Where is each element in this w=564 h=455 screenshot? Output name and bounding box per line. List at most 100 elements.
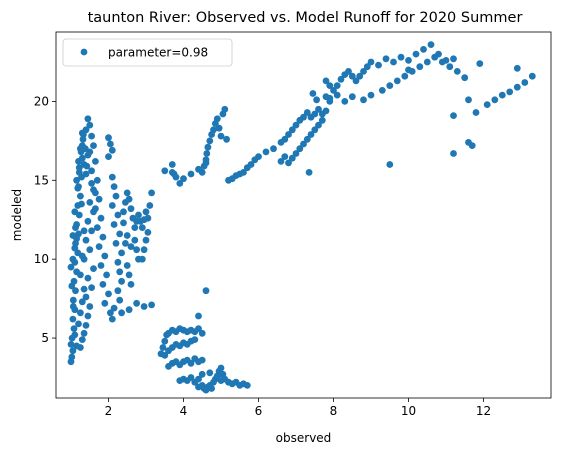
data-point <box>472 109 480 116</box>
data-point <box>73 342 80 350</box>
data-point <box>360 68 367 75</box>
data-point <box>93 176 101 184</box>
x-tick-label: 8 <box>330 404 338 418</box>
data-point <box>99 233 107 241</box>
data-point <box>348 93 356 101</box>
data-point <box>375 61 382 69</box>
data-point <box>303 109 311 116</box>
data-point <box>69 303 77 310</box>
x-axis-label: observed <box>276 431 332 445</box>
data-point <box>77 309 84 317</box>
data-point <box>103 271 110 279</box>
x-tick-label: 4 <box>180 404 188 418</box>
data-point <box>215 124 223 132</box>
data-point <box>255 153 262 161</box>
data-point <box>69 347 77 355</box>
x-axis-ticks: 2 4 6 8 10 12 <box>105 398 491 418</box>
data-point <box>114 287 122 295</box>
data-point <box>431 53 439 61</box>
data-point <box>348 72 356 80</box>
data-point <box>345 68 352 75</box>
data-point <box>461 74 469 82</box>
data-point <box>161 167 169 175</box>
data-point <box>82 236 90 244</box>
data-point <box>123 262 131 269</box>
data-point <box>367 58 375 66</box>
data-point <box>198 329 206 337</box>
data-point <box>382 55 390 63</box>
data-point <box>127 243 135 251</box>
data-point <box>326 82 334 89</box>
data-point <box>72 287 79 295</box>
data-point <box>450 150 457 157</box>
data-point <box>80 285 88 293</box>
data-point <box>116 268 124 276</box>
data-point <box>114 258 122 266</box>
data-point <box>281 135 289 143</box>
data-point <box>341 98 349 105</box>
data-point <box>198 356 206 364</box>
data-point <box>92 189 99 197</box>
data-point <box>74 184 82 192</box>
data-point <box>88 167 95 175</box>
data-point <box>367 91 375 99</box>
data-point <box>84 115 92 123</box>
data-point <box>397 53 405 61</box>
data-point <box>84 151 92 159</box>
data-point <box>315 121 322 129</box>
data-point <box>144 214 152 222</box>
data-point <box>427 41 435 48</box>
data-point <box>90 208 97 216</box>
data-point <box>97 262 105 269</box>
data-point <box>213 115 221 123</box>
data-point <box>101 299 109 307</box>
data-point <box>112 192 120 200</box>
data-point <box>200 162 208 170</box>
data-point <box>146 202 154 209</box>
data-point <box>86 121 94 129</box>
data-point <box>114 211 122 219</box>
data-point <box>78 298 86 306</box>
data-point <box>135 211 142 219</box>
data-point <box>217 132 225 140</box>
data-point <box>92 158 99 165</box>
data-point <box>202 287 210 295</box>
data-point <box>506 88 514 96</box>
data-point <box>133 299 141 307</box>
data-point <box>108 173 116 181</box>
data-point <box>176 180 184 187</box>
data-point <box>161 352 169 359</box>
data-point <box>405 66 412 74</box>
data-point <box>217 377 225 384</box>
data-point <box>206 369 214 377</box>
data-point <box>296 145 304 153</box>
data-point <box>105 134 112 142</box>
data-point <box>118 309 125 317</box>
data-point <box>247 161 255 168</box>
data-point <box>465 96 472 104</box>
data-point <box>300 113 307 121</box>
data-point <box>352 77 360 85</box>
data-point <box>453 68 461 75</box>
data-point <box>93 224 101 232</box>
data-point <box>97 214 105 222</box>
data-point <box>122 240 129 247</box>
data-point <box>84 217 92 225</box>
data-point <box>292 150 300 157</box>
data-point <box>118 249 125 257</box>
data-point <box>262 148 270 156</box>
data-point <box>386 82 394 89</box>
data-point <box>168 161 176 168</box>
data-point <box>281 153 289 161</box>
data-point <box>322 77 330 85</box>
data-point <box>198 370 206 378</box>
data-point <box>148 189 156 197</box>
data-point <box>86 199 94 206</box>
data-point <box>270 145 277 153</box>
data-point <box>195 325 202 332</box>
data-point <box>110 304 118 312</box>
data-point <box>513 83 521 91</box>
data-point <box>68 353 76 361</box>
data-point <box>416 63 424 71</box>
data-point <box>131 236 139 244</box>
